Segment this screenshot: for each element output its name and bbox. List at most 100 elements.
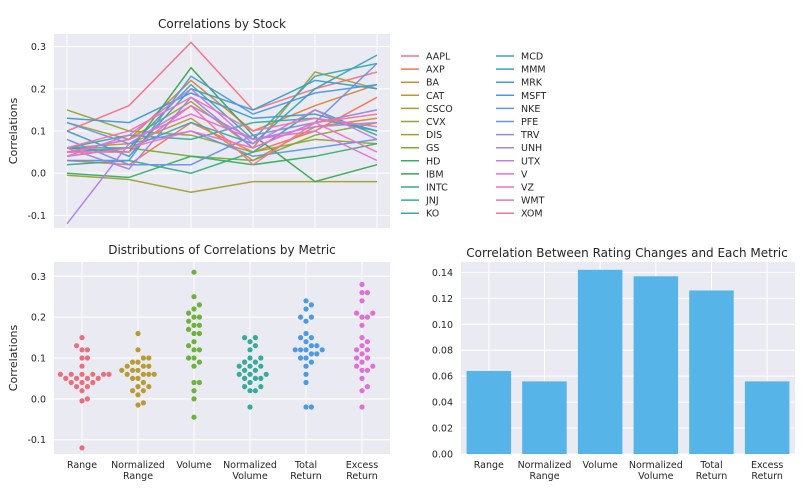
line-chart-correlations-by-stock: -0.1 0.0 0.1 0.2 0.3 Correlations by Stock C… [7, 17, 547, 228]
swarm-point [90, 371, 96, 377]
swarm-point [247, 347, 253, 353]
bar-chart-rating-correlation: 0.00 0.02 0.04 0.06 0.08 0.10 0.12 0.14 Range No… [432, 246, 795, 482]
swarm-point [242, 367, 248, 373]
y-tick-label: 0.3 [31, 42, 46, 53]
bar-chart-x-ticks: Range Normalized Range Volume Normalized Volu… [474, 460, 784, 482]
swarm-point [370, 363, 376, 369]
swarm-point [146, 384, 152, 390]
legend-item-ba: BA [401, 78, 440, 89]
legend-label: GS [426, 143, 439, 154]
swarm-point [79, 398, 85, 404]
legend-label: PFE [521, 117, 538, 128]
swarm-point [140, 400, 146, 406]
swarm-chart-x-ticks: Range Normalized Range Volume Normalized Volu… [67, 460, 378, 482]
swarm-point [252, 367, 258, 373]
swarm-point [303, 318, 309, 324]
legend-item-mmm: MMM [496, 65, 546, 76]
legend-item-axp: AXP [401, 65, 445, 76]
swarm-point [68, 371, 74, 377]
legend-item-unh: UNH [496, 143, 542, 154]
swarm-point [298, 314, 304, 320]
swarm-point [359, 351, 365, 357]
series-line-mrk [66, 92, 378, 132]
swarm-point [130, 359, 136, 365]
swarm-point [79, 363, 85, 369]
swarm-chart-y-label: Correlations [7, 325, 20, 392]
swarm-point [191, 363, 197, 369]
swarm-point [186, 343, 192, 349]
swarm-point [191, 294, 197, 300]
swarm-point [303, 347, 309, 353]
swarm-point [292, 347, 298, 353]
y-tick-label: 0.06 [432, 372, 453, 383]
swarm-point [191, 322, 197, 328]
swarm-point [242, 384, 248, 390]
swarm-point [247, 371, 253, 377]
series-line-utx [66, 87, 378, 158]
swarm-point [354, 363, 360, 369]
legend-item-utx: UTX [496, 156, 541, 167]
swarm-point [106, 371, 112, 377]
swarm-point [242, 359, 248, 365]
series-line-wmt [66, 96, 378, 149]
swarm-point [247, 379, 253, 386]
swarm-point [364, 290, 370, 296]
swarm-point [308, 351, 314, 357]
swarm-point [135, 392, 141, 398]
legend-item-v: V [496, 169, 528, 180]
bar-volume [577, 269, 623, 454]
swarm-point [252, 335, 258, 341]
legend-item-ko: KO [401, 209, 439, 220]
swarm-point [364, 314, 370, 320]
line-chart-title: Correlations by Stock [158, 17, 286, 31]
swarm-point [84, 396, 90, 402]
swarm-point [308, 404, 314, 410]
swarm-point [186, 326, 192, 332]
swarm-point [186, 318, 192, 324]
swarm-point [247, 363, 253, 369]
x-tick-label: Normalized Volume [223, 460, 277, 482]
swarm-point [303, 404, 309, 410]
legend-label: VZ [521, 183, 534, 194]
swarm-point [130, 367, 136, 373]
swarm-point [303, 379, 309, 386]
x-tick-label: Normalized Volume [629, 460, 683, 482]
swarm-point [130, 388, 136, 394]
y-tick-label: 0.04 [432, 398, 453, 409]
legend-item-xom: XOM [496, 209, 543, 220]
swarm-point [119, 367, 125, 373]
swarm-point [236, 371, 242, 377]
swarm-point [191, 414, 197, 420]
swarm-point [79, 388, 85, 394]
bar-excess-return [744, 381, 790, 454]
swarm-point [140, 363, 146, 369]
swarm-point [364, 367, 370, 373]
legend-label: KO [426, 209, 439, 220]
swarm-point [84, 355, 90, 361]
swarm-point [191, 269, 197, 275]
swarm-point [364, 355, 370, 361]
y-tick-label: 0.0 [31, 394, 46, 405]
x-tick-label: Excess Return [346, 460, 378, 482]
line-chart-y-label: Correlations [7, 98, 20, 165]
swarm-point [84, 347, 90, 353]
bar-chart-plot-area [461, 262, 795, 454]
swarm-point [196, 379, 202, 386]
x-tick-label: Normalized Range [518, 460, 572, 482]
swarm-point [303, 330, 309, 337]
swarm-point [146, 363, 152, 369]
swarm-point [252, 359, 258, 365]
legend-item-csco: CSCO [401, 104, 453, 115]
swarm-point [298, 335, 304, 341]
swarm-chart-distributions: -0.1 0.0 0.1 0.2 0.3 Range Normalized Range Vol… [7, 243, 390, 482]
swarm-point [84, 384, 90, 390]
swarm-point [146, 371, 152, 377]
x-tick-label: Range [474, 460, 504, 471]
line-chart-series [66, 41, 378, 225]
swarm-point [74, 375, 80, 381]
legend-label: BA [426, 78, 440, 89]
swarm-point [191, 347, 197, 353]
x-tick-label: Range [67, 460, 97, 471]
swarm-point [124, 371, 130, 377]
